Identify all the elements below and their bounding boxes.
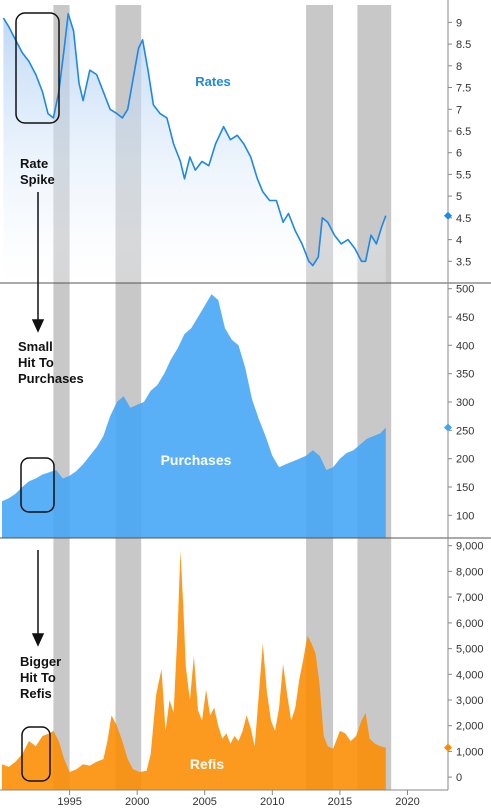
rate-spike-box — [15, 12, 60, 124]
rates-last-value-marker — [444, 211, 452, 220]
y-tick-label-rates-5: 6 — [456, 148, 462, 160]
y-tick-label-refis-0: 0 — [456, 772, 462, 784]
y-tick-label-purchases-4: 300 — [456, 397, 474, 409]
y-tick-label-refis-7: 7,000 — [456, 592, 484, 604]
y-tick-label-purchases-8: 500 — [456, 284, 474, 296]
y-tick-label-rates-8: 7.5 — [456, 83, 471, 95]
arrow-1-head — [31, 319, 45, 333]
annotation-labels: Rate Spike Small Hit To Purchases Bigger… — [18, 156, 84, 701]
y-tick-label-purchases-6: 400 — [456, 340, 474, 352]
refis-area — [2, 550, 386, 790]
purchases-area — [2, 294, 386, 538]
rate-spike-label-2: Spike — [20, 172, 55, 187]
y-axis-refis: 0 1,000 2,000 3,000 4,000 5,000 6,000 7,000 8,00… — [444, 541, 484, 784]
y-tick-label-refis-3: 3,000 — [456, 695, 484, 707]
y-axis-rates: 3.5 4 4.5 5 5.5 6 6.5 7 7.5 8 8.5 9 — [444, 17, 471, 268]
shaded-band-refis-0 — [53, 538, 70, 790]
x-tick-label-0: 1995 — [57, 796, 81, 808]
series-titles: Rates Purchases Refis — [161, 74, 232, 772]
rate-spike-label-1: Rate — [20, 156, 48, 171]
y-tick-label-rates-1: 4 — [456, 235, 462, 247]
refis-last-value-marker — [444, 743, 452, 752]
y-tick-label-purchases-7: 450 — [456, 312, 474, 324]
y-tick-label-refis-9: 9,000 — [456, 541, 484, 553]
annotation-arrows — [31, 192, 45, 647]
y-tick-label-refis-1: 1,000 — [456, 746, 484, 758]
x-axis: 1995 2000 2005 2010 2015 2020 — [57, 790, 420, 808]
panel-dividers — [0, 0, 491, 791]
y-tick-label-purchases-5: 350 — [456, 369, 474, 381]
y-tick-label-refis-8: 8,000 — [456, 566, 484, 578]
refi-dip-box — [21, 726, 51, 782]
small-hit-label-1: Small — [18, 339, 53, 354]
x-tick-label-3: 2010 — [260, 796, 284, 808]
refis-title: Refis — [190, 756, 224, 772]
bigger-hit-label-2: Hit To — [20, 670, 56, 685]
arrow-2-head — [31, 633, 45, 647]
purchases-last-value-marker — [444, 423, 452, 432]
rates-line — [2, 12, 387, 267]
y-tick-label-rates-10: 8.5 — [456, 39, 471, 51]
y-tick-label-purchases-3: 250 — [456, 425, 474, 437]
y-tick-label-rates-7: 7 — [456, 104, 462, 116]
bigger-hit-label-1: Bigger — [20, 654, 61, 669]
y-tick-label-refis-5: 5,000 — [456, 644, 484, 656]
y-tick-label-purchases-2: 200 — [456, 454, 474, 466]
purchase-dip-box — [20, 457, 55, 513]
x-tick-label-5: 2020 — [395, 796, 419, 808]
y-axis-purchases: 100 150 200 250 300 350 400 450 500 — [444, 284, 474, 522]
x-tick-label-1: 2000 — [125, 796, 149, 808]
rates-title: Rates — [195, 74, 230, 89]
purchases-title: Purchases — [161, 452, 232, 468]
x-tick-label-4: 2015 — [328, 796, 352, 808]
y-tick-label-rates-3: 5 — [456, 191, 462, 203]
small-hit-label-3: Purchases — [18, 371, 84, 386]
x-tick-label-2: 2005 — [192, 796, 216, 808]
y-tick-label-rates-2: 4.5 — [456, 213, 471, 225]
y-tick-label-purchases-1: 150 — [456, 482, 474, 494]
y-tick-label-refis-4: 4,000 — [456, 669, 484, 681]
y-tick-label-rates-0: 3.5 — [456, 256, 471, 268]
y-tick-label-rates-6: 6.5 — [456, 126, 471, 138]
chart-panels — [2, 12, 387, 790]
y-tick-label-rates-9: 8 — [456, 61, 462, 73]
bigger-hit-label-3: Refis — [20, 686, 52, 701]
y-tick-label-refis-6: 6,000 — [456, 618, 484, 630]
y-tick-label-rates-11: 9 — [456, 17, 462, 29]
y-tick-label-rates-4: 5.5 — [456, 169, 471, 181]
highlight-boxes — [15, 12, 60, 782]
small-hit-label-2: Hit To — [18, 355, 54, 370]
y-tick-label-refis-2: 2,000 — [456, 721, 484, 733]
y-tick-label-purchases-0: 100 — [456, 510, 474, 522]
